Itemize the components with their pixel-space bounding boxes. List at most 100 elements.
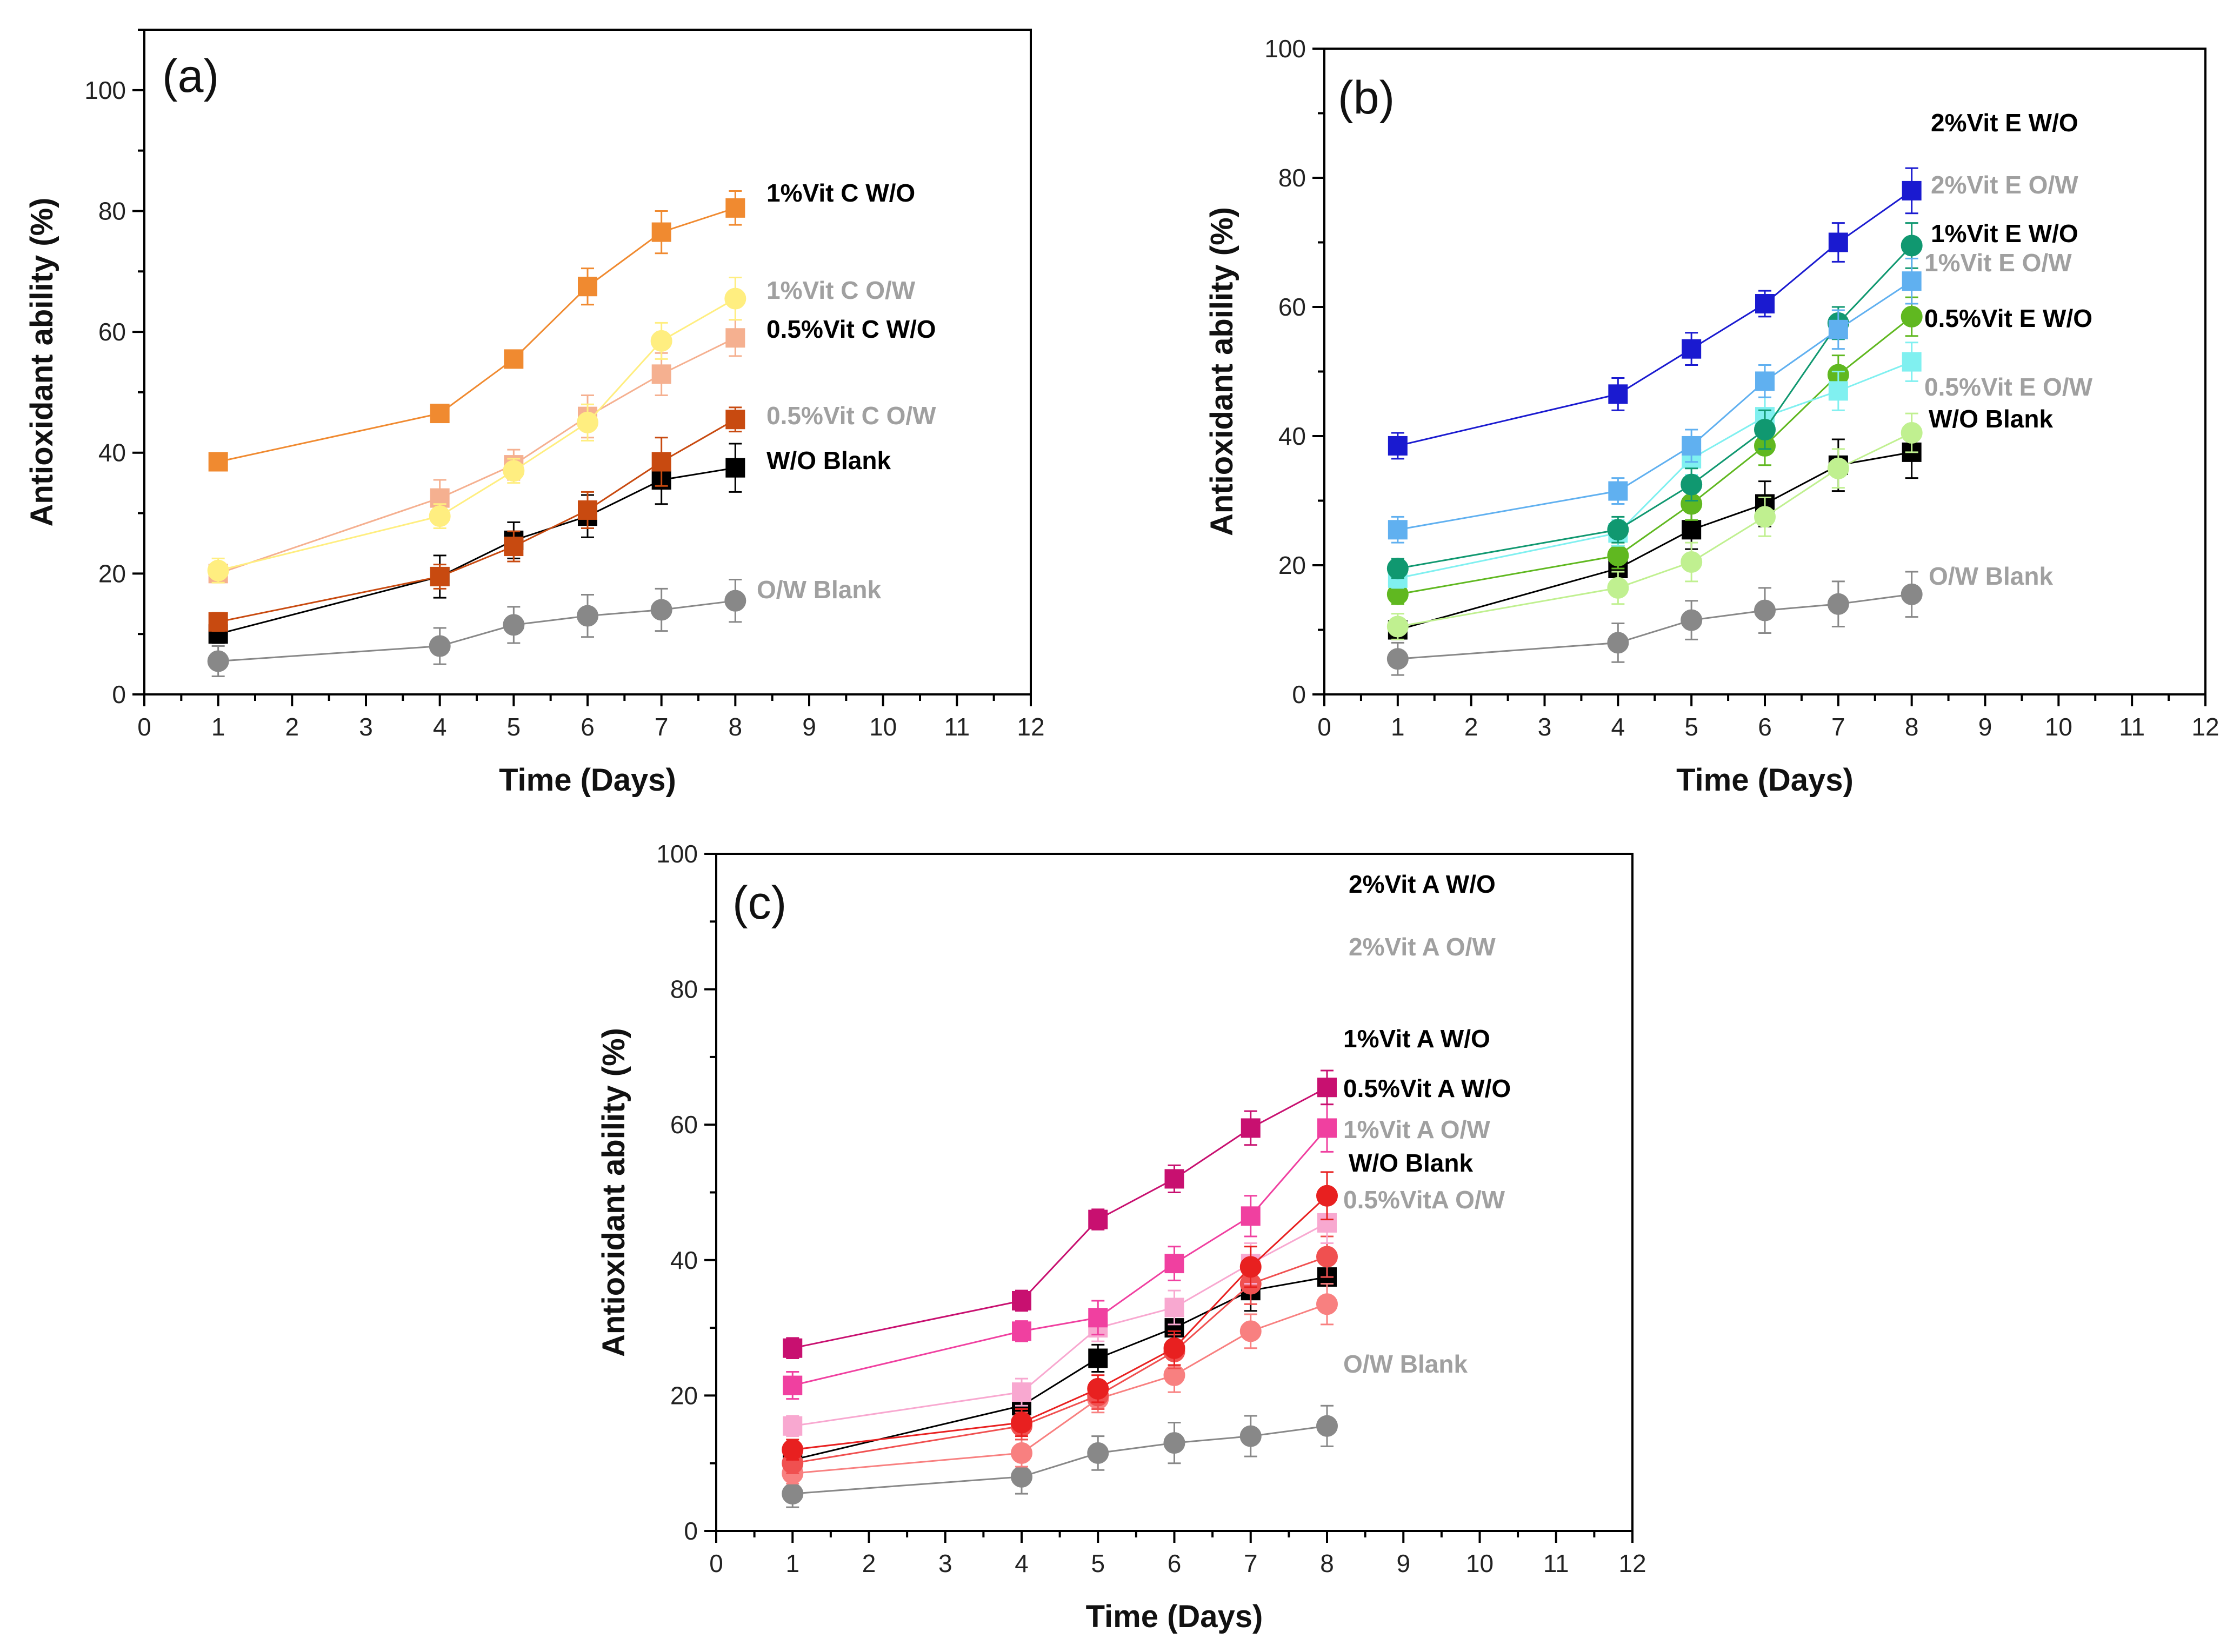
x-tick-label: 12 (1618, 1549, 1646, 1577)
data-point (503, 460, 525, 482)
data-point (1241, 1206, 1261, 1226)
series-line (218, 207, 736, 463)
x-tick-label: 3 (359, 713, 373, 741)
data-point (1388, 436, 1408, 456)
series-line (792, 1425, 1328, 1495)
series-label: 2%Vit E W/O (1931, 109, 2078, 137)
data-point (1828, 381, 1848, 401)
series-label: 1%Vit A O/W (1343, 1115, 1490, 1143)
data-point (1607, 545, 1629, 567)
x-tick-label: 3 (1538, 713, 1552, 741)
data-point (1088, 1209, 1108, 1229)
data-point (430, 404, 450, 424)
data-point (578, 500, 597, 520)
data-point (503, 614, 525, 636)
series-line (792, 1086, 1328, 1349)
data-point (1682, 339, 1702, 359)
data-point (1682, 436, 1702, 456)
series-line (792, 1256, 1328, 1464)
x-tick-label: 11 (944, 713, 970, 741)
data-point (1241, 1118, 1261, 1138)
series-label: 0.5%Vit A W/O (1343, 1074, 1511, 1102)
data-point (1755, 294, 1775, 314)
y-tick-label: 80 (1278, 164, 1306, 192)
data-point (1011, 1442, 1032, 1464)
series-line (1397, 190, 1912, 447)
data-point (1828, 319, 1848, 339)
x-tick-label: 0 (709, 1549, 723, 1577)
data-point (1608, 481, 1628, 501)
data-point (782, 1439, 804, 1461)
series (782, 1171, 1338, 1461)
data-point (1087, 1377, 1109, 1400)
x-tick-label: 10 (2045, 713, 2072, 741)
series-label: 1%Vit A W/O (1343, 1025, 1490, 1053)
x-tick-label: 1 (785, 1549, 799, 1577)
series-line (1397, 280, 1912, 531)
x-tick-label: 10 (869, 713, 897, 741)
series (783, 1201, 1337, 1437)
data-point (577, 411, 598, 433)
x-tick-label: 9 (1396, 1549, 1410, 1577)
x-tick-label: 12 (1017, 713, 1044, 741)
data-point (1827, 593, 1849, 615)
series-label: 0.5%Vit E W/O (1924, 304, 2092, 332)
series-label: 1%Vit C W/O (766, 179, 915, 207)
data-point (504, 349, 524, 369)
data-point (1164, 1297, 1184, 1317)
series (1386, 222, 1923, 579)
data-point (1681, 473, 1703, 496)
x-tick-label: 5 (507, 713, 521, 741)
data-point (429, 635, 451, 657)
data-point (1827, 457, 1849, 479)
y-tick-label: 60 (98, 318, 126, 346)
series-label: O/W Blank (1343, 1350, 1468, 1378)
data-point (578, 277, 597, 297)
series-label: O/W Blank (1929, 562, 2053, 590)
data-point (725, 410, 745, 430)
data-point (1388, 520, 1408, 540)
series-line (792, 1195, 1328, 1451)
data-point (208, 612, 228, 632)
series (783, 1103, 1337, 1400)
data-point (1012, 1321, 1031, 1341)
data-point (782, 1483, 804, 1505)
data-point (1011, 1412, 1032, 1434)
series-line (218, 298, 736, 572)
y-tick-label: 20 (98, 559, 126, 587)
y-axis-title: Antioxidant ability (%) (1204, 207, 1239, 536)
y-axis-title: Antioxidant ability (%) (596, 1028, 631, 1357)
data-point (725, 198, 745, 218)
data-point (1239, 1425, 1262, 1447)
x-tick-label: 2 (1464, 713, 1478, 741)
data-point (1901, 235, 1923, 257)
series-label: 1%Vit E W/O (1931, 219, 2078, 248)
series-line (1397, 593, 1912, 660)
series (1386, 571, 1923, 676)
x-tick-label: 5 (1684, 713, 1698, 741)
data-point (650, 599, 672, 621)
data-point (207, 559, 229, 581)
y-tick-label: 40 (1278, 422, 1306, 450)
series (208, 190, 745, 472)
data-point (1386, 616, 1409, 638)
x-tick-label: 9 (802, 713, 816, 741)
y-tick-label: 20 (670, 1381, 698, 1409)
data-point (1755, 371, 1775, 391)
series (207, 276, 746, 584)
series (207, 579, 746, 677)
data-point (1902, 271, 1922, 291)
x-tick-label: 8 (1320, 1549, 1334, 1577)
data-point (651, 452, 671, 472)
series-label: 2%Vit A O/W (1349, 933, 1496, 961)
x-tick-label: 9 (1978, 713, 1992, 741)
series-label: W/O Blank (1349, 1149, 1473, 1177)
data-point (725, 458, 745, 478)
y-tick-label: 80 (98, 197, 126, 225)
x-tick-label: 7 (1831, 713, 1845, 741)
series-line (792, 1303, 1328, 1474)
y-tick-label: 0 (684, 1517, 698, 1545)
data-point (1828, 232, 1848, 252)
